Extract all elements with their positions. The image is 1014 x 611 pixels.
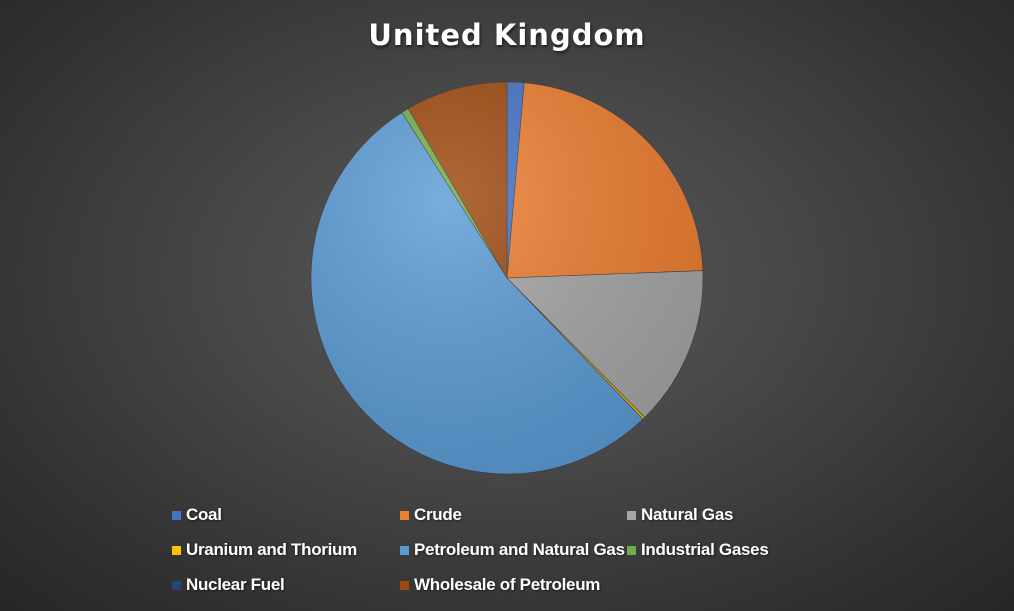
legend-label: Petroleum and Natural Gas <box>414 540 625 559</box>
legend-item-coal: Coal <box>172 505 222 525</box>
legend-swatch-nuclear-fuel <box>172 580 181 590</box>
pie-slice-crude <box>506 82 704 279</box>
legend-item-industrial-gases: Industrial Gases <box>627 540 769 560</box>
legend-swatch-coal <box>172 510 181 520</box>
legend-item-crude: Crude <box>400 505 462 525</box>
legend-swatch-natural-gas <box>627 510 636 520</box>
legend-swatch-crude <box>400 510 409 520</box>
legend-item-nuclear-fuel: Nuclear Fuel <box>172 575 285 595</box>
legend-item-petroleum-and-natural-gas: Petroleum and Natural Gas <box>400 540 625 560</box>
legend-swatch-petroleum-and-natural-gas <box>400 545 409 555</box>
legend-label: Coal <box>186 505 222 524</box>
legend-label: Crude <box>414 505 462 524</box>
legend-swatch-uranium-and-thorium <box>172 545 181 555</box>
legend-item-natural-gas: Natural Gas <box>627 505 733 525</box>
legend-label: Natural Gas <box>641 505 734 524</box>
legend-swatch-industrial-gases <box>627 545 636 555</box>
legend-label: Uranium and Thorium <box>186 540 357 559</box>
legend-label: Wholesale of Petroleum <box>414 575 601 594</box>
chart-title: United Kingdom <box>368 18 646 52</box>
legend-item-uranium-and-thorium: Uranium and Thorium <box>172 540 357 560</box>
legend-swatch-wholesale-of-petroleum <box>400 580 409 590</box>
legend-label: Nuclear Fuel <box>186 575 285 594</box>
legend-label: Industrial Gases <box>641 540 769 559</box>
legend-item-wholesale-of-petroleum: Wholesale of Petroleum <box>400 575 600 595</box>
